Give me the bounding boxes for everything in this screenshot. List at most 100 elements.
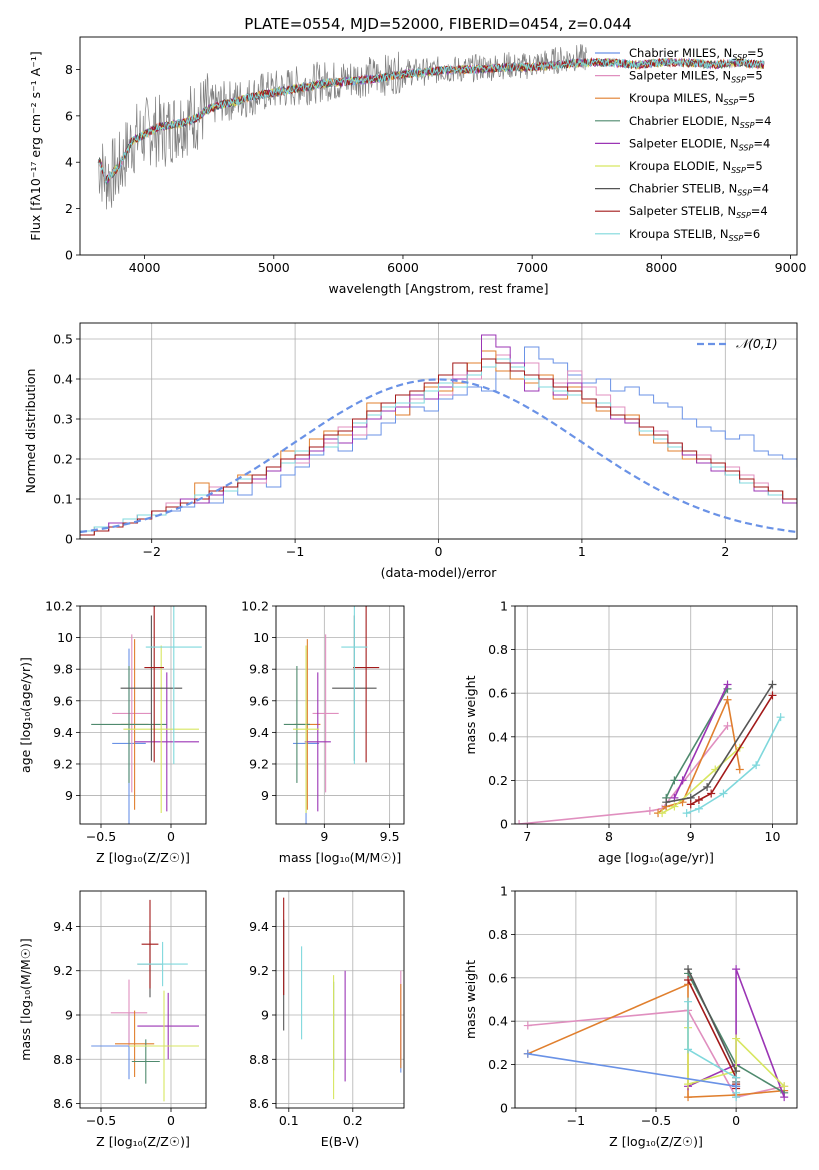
legend-label: Chabrier STELIB, NSSP=4 [629, 182, 769, 198]
mass-weight-line [687, 968, 785, 1098]
spectrum-xtick-label: 6000 [387, 260, 419, 275]
mass-weight-point [776, 713, 785, 722]
age_vs_mass-plot-area [283, 606, 380, 824]
mass_vs_z-ytick-label: 8.8 [53, 1052, 73, 1067]
mass_vs_z-ytick-label: 9.2 [53, 963, 73, 978]
mass-weight-line [527, 1009, 785, 1099]
age_vs_z-ytick-label: 10.2 [45, 599, 73, 614]
legend-label: Kroupa ELODIE, NSSP=5 [629, 159, 763, 175]
mass-weight-point [694, 804, 703, 813]
age_vs_z-ytick-label: 9.6 [53, 693, 73, 708]
mass-weight-point [723, 695, 732, 704]
age_vs_mass-xtick-label: 9.5 [380, 829, 400, 844]
massweight_vs_age-ytick-label: 0.2 [488, 773, 508, 788]
massweight_vs_age-axes-frame [514, 605, 798, 825]
mass-weight-point [752, 761, 761, 770]
residuals-ytick-label: 0 [65, 532, 73, 547]
massweight_vs_z-ylabel: mass weight [463, 960, 478, 1039]
age_vs_z-ytick-label: 9.8 [53, 662, 73, 677]
residuals-ytick-label: 0.3 [53, 412, 73, 427]
mass-weight-point [684, 1045, 693, 1054]
mass-weight-point [780, 1093, 789, 1102]
spectrum-ytick-label: 8 [65, 62, 73, 77]
age_vs_mass-ytick-label: 9 [261, 788, 269, 803]
legend-label: 𝒩(0,1) [736, 336, 778, 351]
spectrum-ytick-label: 0 [65, 248, 73, 263]
mass-weight-point [732, 1073, 741, 1082]
residuals-ytick-label: 0.2 [53, 452, 73, 467]
mass_vs_z-axes-frame [79, 890, 207, 1109]
age_vs_mass-ytick-label: 9.8 [249, 662, 269, 677]
histogram-step-line [80, 358, 797, 532]
age_vs_mass-xlabel: mass [log₁₀(M/M☉)] [279, 850, 401, 865]
mass_vs_z-ytick-label: 8.6 [53, 1096, 73, 1111]
residuals-ytick-label: 0.5 [53, 332, 73, 347]
massweight_vs_age-panel: 7 8 9 10 0 0.2 0.4 0.6 0.8 1 age [log₁₀(age/yr)] ma… [463, 599, 798, 865]
mass-weight-point [684, 965, 693, 974]
spectrum-axes-frame [79, 36, 798, 256]
massweight_vs_z-ytick-label: 0.8 [488, 927, 508, 942]
mass-weight-line [661, 747, 741, 814]
mass_vs_z-panel: −0.5 0 8.6 8.8 9 9.2 9.4 Z [log₁₀(Z/Z☉)] mass [l… [18, 890, 207, 1149]
mass-weight-point [723, 680, 732, 689]
mass-weight-point [515, 820, 524, 824]
mass-weight-point [658, 809, 667, 818]
massweight_vs_age-ytick-label: 0.4 [488, 729, 508, 744]
spectrum-plot-area [97, 44, 765, 210]
residuals-xtick-label: −2 [142, 544, 160, 559]
mass-weight-point [735, 765, 744, 774]
mass_vs_ebv-panel: 0.1 0.2 8.6 8.8 9 9.2 9.4 E(B-V) [249, 890, 405, 1149]
mass-weight-point [678, 776, 687, 785]
massweight_vs_age-ylabel: mass weight [463, 675, 478, 754]
age_vs_mass-ytick-label: 9.4 [249, 725, 269, 740]
age_vs_z-xtick-label: 0 [167, 829, 175, 844]
mass-weight-point [662, 798, 671, 807]
massweight_vs_z-xtick-label: −0.5 [641, 1113, 671, 1128]
residuals-xtick-label: 1 [578, 544, 586, 559]
mass_vs_ebv-ytick-label: 9 [261, 1008, 269, 1023]
residuals-xlabel: (data-model)/error [381, 565, 498, 580]
mass-weight-point [780, 1082, 789, 1091]
histogram-step-line [80, 350, 797, 536]
spectrum-ytick-label: 4 [65, 155, 73, 170]
massweight_vs_age-xlabel: age [log₁₀(age/yr)] [598, 850, 714, 865]
spectrum-ytick-label: 2 [65, 201, 73, 216]
histogram-step-line [80, 334, 797, 532]
mass_vs_z-xlabel: Z [log₁₀(Z/Z☉)] [96, 1134, 190, 1149]
massweight_vs_z-plot-area [523, 965, 789, 1102]
massweight_vs_age-ytick-label: 0 [500, 817, 508, 832]
massweight_vs_age-ytick-label: 0.6 [488, 686, 508, 701]
age_vs_mass-ytick-label: 9.2 [249, 756, 269, 771]
mass-weight-point [670, 802, 679, 811]
massweight_vs_z-ytick-label: 0.6 [488, 970, 508, 985]
legend-label: Salpeter STELIB, NSSP=4 [629, 204, 768, 220]
mass-weight-line [666, 684, 774, 803]
mass_vs_z-ytick-label: 9.4 [53, 919, 73, 934]
mass_vs_ebv-xtick-label: 0.2 [343, 1113, 363, 1128]
mass-weight-point [703, 782, 712, 791]
mass_vs_ebv-plot-area [283, 897, 402, 1100]
residuals-ylabel: Normed distribution [23, 369, 38, 494]
mass-weight-line [690, 694, 774, 806]
spectrum-ylabel: Flux [fλ10⁻¹⁷ erg cm⁻² s⁻¹ A⁻¹] [28, 51, 43, 240]
legend-label: Kroupa STELIB, NSSP=6 [629, 227, 760, 243]
massweight_vs_z-xtick-label: 0 [732, 1113, 740, 1128]
age_vs_z-ytick-label: 10 [57, 630, 73, 645]
spectrum-xtick-label: 5000 [258, 260, 290, 275]
age_vs_mass-ytick-label: 9.6 [249, 693, 269, 708]
spectrum-model-line [98, 57, 765, 184]
spectrum-xtick-label: 8000 [645, 260, 677, 275]
age_vs_mass-panel: 9 9.5 9 9.2 9.4 9.6 9.8 10 10.2 mass [log₁₀(M/M☉)… [241, 599, 405, 865]
age_vs_z-ytick-label: 9 [65, 788, 73, 803]
massweight_vs_age-plot-area [515, 680, 785, 824]
mass-weight-point [523, 1021, 532, 1030]
figure-title: PLATE=0554, MJD=52000, FIBERID=0454, z=0… [244, 15, 631, 33]
massweight_vs_z-axes-frame [514, 890, 798, 1109]
mass-weight-line [527, 1053, 737, 1088]
mass-weight-point [684, 1093, 693, 1102]
massweight_vs_age-ytick-label: 1 [500, 599, 508, 614]
spectrum-model-line [98, 56, 765, 183]
residuals-xtick-label: 2 [721, 544, 729, 559]
spectrum-xtick-label: 7000 [516, 260, 548, 275]
age_vs_z-xtick-label: −0.5 [86, 829, 116, 844]
